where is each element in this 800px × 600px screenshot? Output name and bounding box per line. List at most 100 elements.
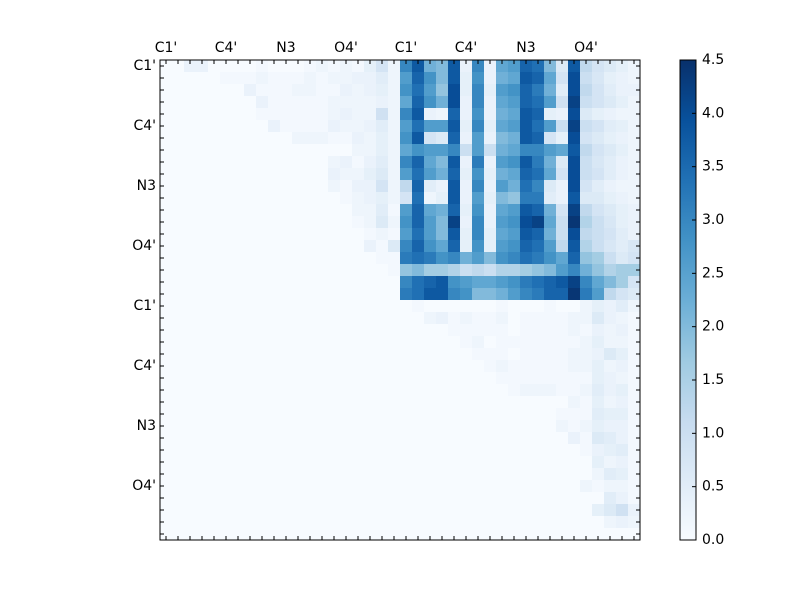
heatmap-cell <box>352 228 365 241</box>
heatmap-cell <box>604 360 617 373</box>
heatmap-cell <box>388 420 401 433</box>
heatmap-cell <box>520 432 533 445</box>
heatmap-cell <box>436 528 449 541</box>
heatmap-cell <box>220 156 233 169</box>
heatmap-cell <box>340 504 353 517</box>
heatmap-cell <box>340 516 353 529</box>
heatmap-cell <box>304 420 317 433</box>
heatmap-cell <box>472 192 485 205</box>
heatmap-cell <box>436 312 449 325</box>
heatmap-cell <box>496 144 509 157</box>
heatmap-cell <box>172 528 185 541</box>
heatmap-cell <box>436 96 449 109</box>
heatmap-cell <box>556 60 569 73</box>
heatmap-cell <box>484 396 497 409</box>
heatmap-cell <box>208 468 221 481</box>
heatmap-cell <box>292 528 305 541</box>
heatmap-cell <box>292 156 305 169</box>
heatmap-cell <box>616 204 629 217</box>
heatmap-cell <box>424 288 437 301</box>
heatmap-cell <box>436 132 449 145</box>
heatmap-cell <box>400 324 413 337</box>
heatmap-cell <box>232 264 245 277</box>
heatmap-cell <box>508 300 521 313</box>
heatmap-cell <box>220 168 233 181</box>
heatmap-cell <box>592 432 605 445</box>
heatmap-cell <box>220 60 233 73</box>
heatmap-cell <box>196 60 209 73</box>
heatmap-cell <box>388 216 401 229</box>
heatmap-cell <box>448 468 461 481</box>
heatmap-cell <box>532 372 545 385</box>
heatmap-cell <box>496 72 509 85</box>
heatmap-cell <box>172 216 185 229</box>
heatmap-cell <box>172 228 185 241</box>
heatmap-cell <box>196 240 209 253</box>
heatmap-cell <box>184 108 197 121</box>
heatmap-cell <box>364 324 377 337</box>
heatmap-cell <box>436 156 449 169</box>
heatmap-cell <box>556 156 569 169</box>
heatmap-cell <box>628 432 641 445</box>
heatmap-cell <box>340 204 353 217</box>
heatmap-cell <box>232 444 245 457</box>
heatmap-cell <box>208 96 221 109</box>
heatmap-cell <box>508 384 521 397</box>
heatmap-cell <box>580 456 593 469</box>
heatmap-cell <box>352 96 365 109</box>
heatmap-cell <box>388 84 401 97</box>
heatmap-cell <box>592 156 605 169</box>
heatmap-cell <box>376 420 389 433</box>
heatmap-cell <box>268 300 281 313</box>
heatmap-cell <box>448 228 461 241</box>
heatmap-cell <box>568 312 581 325</box>
heatmap-cell <box>256 84 269 97</box>
heatmap-cell <box>532 216 545 229</box>
heatmap-cell <box>412 504 425 517</box>
heatmap-cell <box>484 480 497 493</box>
colorbar-tick-label: 1.0 <box>702 425 724 441</box>
heatmap-cell <box>616 192 629 205</box>
heatmap-cell <box>172 396 185 409</box>
heatmap-cell <box>508 324 521 337</box>
heatmap-cell <box>460 360 473 373</box>
heatmap-cell <box>172 384 185 397</box>
heatmap-cell <box>292 288 305 301</box>
heatmap-cell <box>508 252 521 265</box>
heatmap-cell <box>568 492 581 505</box>
heatmap-cell <box>424 444 437 457</box>
heatmap-cell <box>592 108 605 121</box>
heatmap-cell <box>256 468 269 481</box>
heatmap-cell <box>220 360 233 373</box>
heatmap-cell <box>544 468 557 481</box>
heatmap-cell <box>340 72 353 85</box>
heatmap-cell <box>604 420 617 433</box>
heatmap-cell <box>424 84 437 97</box>
heatmap-cell <box>484 516 497 529</box>
heatmap-cell <box>412 384 425 397</box>
heatmap-cell <box>496 180 509 193</box>
heatmap-cell <box>412 60 425 73</box>
heatmap-cell <box>232 324 245 337</box>
heatmap-cell <box>448 420 461 433</box>
heatmap-cell <box>592 444 605 457</box>
heatmap-cell <box>592 168 605 181</box>
heatmap-cell <box>616 108 629 121</box>
heatmap-cell <box>580 312 593 325</box>
heatmap-cell <box>496 84 509 97</box>
heatmap-cell <box>256 420 269 433</box>
heatmap-cell <box>232 204 245 217</box>
heatmap-cell <box>244 144 257 157</box>
heatmap-cell <box>220 240 233 253</box>
heatmap-cell <box>304 480 317 493</box>
heatmap-cell <box>232 348 245 361</box>
heatmap-cell <box>316 372 329 385</box>
heatmap-cell <box>268 312 281 325</box>
heatmap-cell <box>172 192 185 205</box>
heatmap-cell <box>400 528 413 541</box>
heatmap-cell <box>376 408 389 421</box>
heatmap-cell <box>292 432 305 445</box>
heatmap-cell <box>352 276 365 289</box>
heatmap-cell <box>352 528 365 541</box>
heatmap-cell <box>304 408 317 421</box>
